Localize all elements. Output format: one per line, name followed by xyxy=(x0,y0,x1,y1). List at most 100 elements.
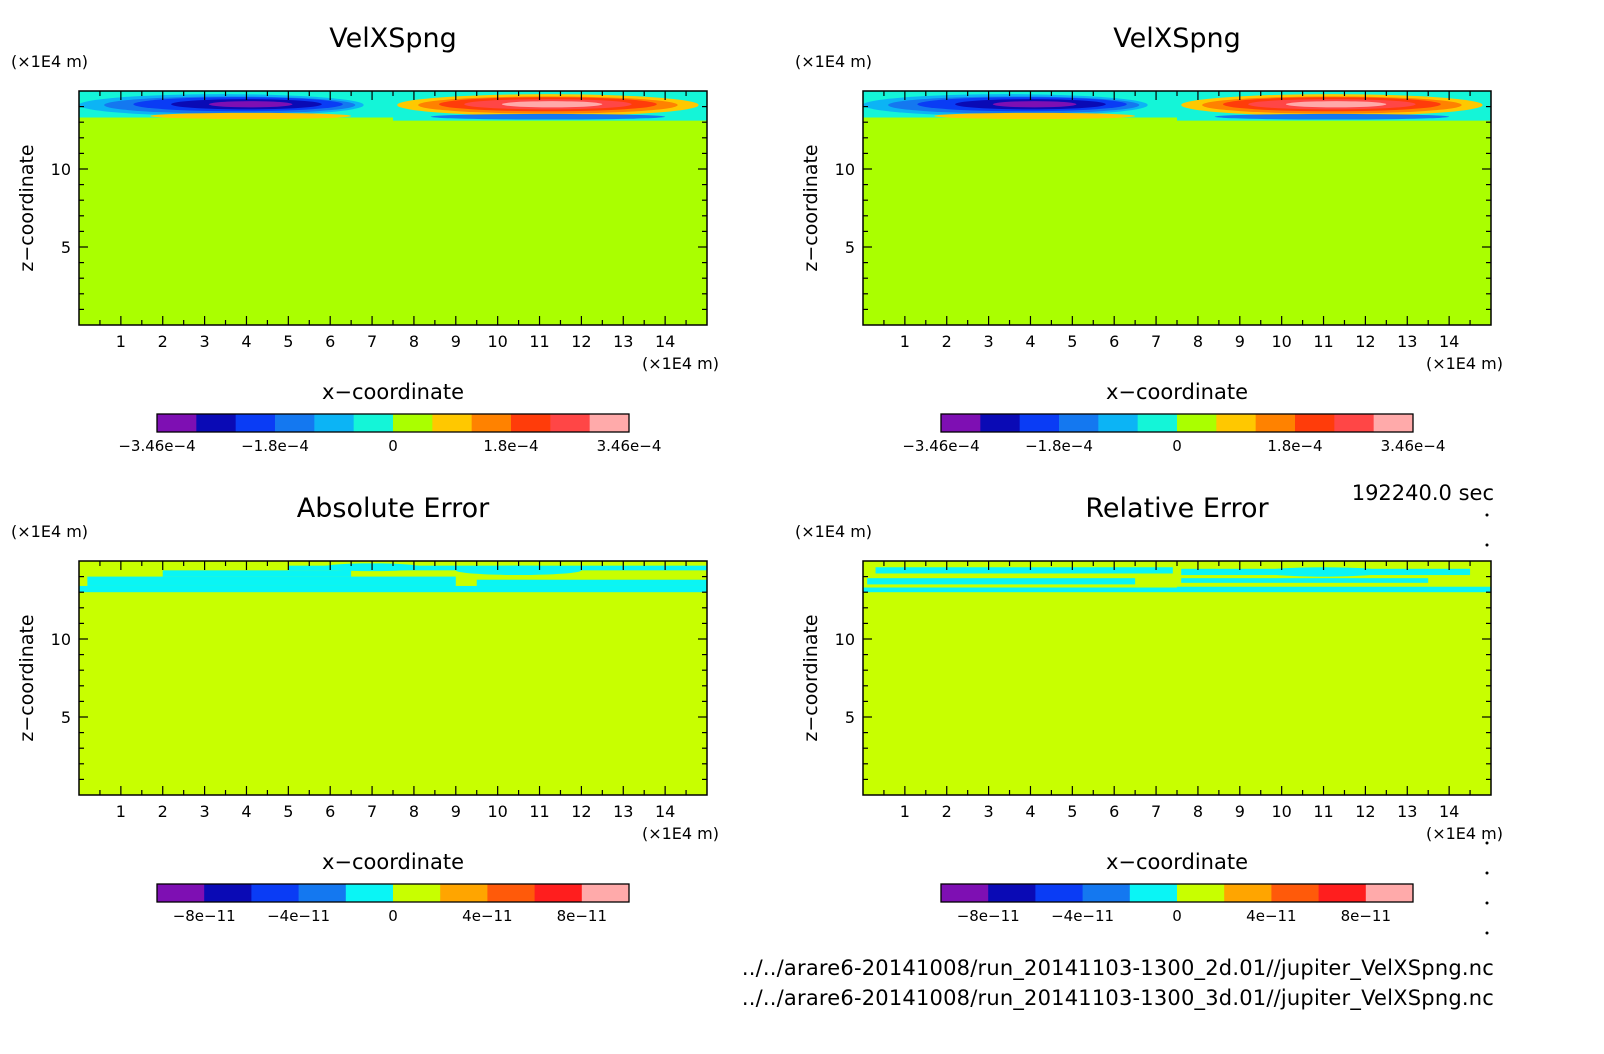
colorbar-tick-label: 3.46e−4 xyxy=(597,437,662,455)
x-tick-label: 5 xyxy=(1067,802,1077,821)
x-tick-label: 6 xyxy=(325,802,335,821)
x-tick-label: 11 xyxy=(529,802,549,821)
x-tick-label: 7 xyxy=(367,332,377,351)
colorbar-tick-label: −1.8e−4 xyxy=(1025,437,1093,455)
x-tick-label: 12 xyxy=(571,332,591,351)
colorbar-swatch xyxy=(1255,414,1296,432)
x-tick-label: 8 xyxy=(409,802,419,821)
colorbar-swatch xyxy=(534,884,583,902)
pos-anomaly-underside xyxy=(430,113,666,120)
margin-dot xyxy=(1485,931,1489,935)
x-tick-label: 1 xyxy=(900,802,910,821)
error-band-3 xyxy=(867,578,1136,585)
x-tick-label: 9 xyxy=(1235,802,1245,821)
x-tick-label: 14 xyxy=(1439,802,1459,821)
colorbar-swatch xyxy=(345,884,394,902)
colorbar-swatch xyxy=(471,414,512,432)
colorbar-frame xyxy=(940,413,1414,433)
field-background xyxy=(863,91,1491,325)
neg-anomaly-core xyxy=(208,101,293,108)
colorbar: −3.46e−4 −1.8e−4 0 1.8e−4 3.46e−4 xyxy=(902,413,1446,455)
x-tick-label: 8 xyxy=(1193,332,1203,351)
x-tick-label: 11 xyxy=(1313,802,1333,821)
y-unit-label: (×1E4 m) xyxy=(11,522,88,541)
colorbar-swatch xyxy=(1373,414,1414,432)
x-tick-label: 7 xyxy=(1151,332,1161,351)
colorbar-swatch xyxy=(589,414,630,432)
colorbar-swatch xyxy=(1059,414,1099,432)
colorbar-tick-label: 3.46e−4 xyxy=(1381,437,1446,455)
elapsed-time-label: 192240.0 sec xyxy=(1351,481,1494,505)
x-unit-label: (×1E4 m) xyxy=(1426,824,1503,843)
colorbar-swatch xyxy=(1318,884,1367,902)
error-band-5 xyxy=(1181,578,1429,583)
colorbar-frame xyxy=(156,883,630,903)
x-axis-label: x−coordinate xyxy=(322,850,464,874)
colorbar-tick-label: 1.8e−4 xyxy=(483,437,538,455)
margin-dot xyxy=(1485,543,1489,547)
colorbar-tick-label: 1.8e−4 xyxy=(1267,437,1322,455)
colorbar-swatch xyxy=(511,414,551,432)
x-tick-label: 6 xyxy=(1109,802,1119,821)
y-axis-label: z−coordinate xyxy=(16,144,38,271)
y-tick-label: 5 xyxy=(845,238,855,257)
colorbar-swatch xyxy=(941,414,981,432)
y-tick-label: 5 xyxy=(61,708,71,727)
x-unit-label: (×1E4 m) xyxy=(642,354,719,373)
x-tick-label: 14 xyxy=(655,332,675,351)
y-tick-label: 10 xyxy=(835,160,855,179)
x-tick-label: 1 xyxy=(116,802,126,821)
x-tick-label: 14 xyxy=(1439,332,1459,351)
colorbar-swatch xyxy=(550,414,591,432)
x-tick-label: 1 xyxy=(900,332,910,351)
chart-title: VelXSpng xyxy=(1113,23,1241,54)
colorbar-tick-label: 8e−11 xyxy=(557,907,607,925)
heatmap-field xyxy=(863,561,1491,795)
colorbar-swatch xyxy=(432,414,473,432)
x-tick-label: 11 xyxy=(1313,332,1333,351)
colorbar-swatch xyxy=(204,884,252,902)
margin-dot xyxy=(1485,841,1489,845)
x-tick-label: 1 xyxy=(116,332,126,351)
x-tick-label: 11 xyxy=(529,332,549,351)
error-band-5 xyxy=(476,579,707,586)
colorbar-tick-label: 4e−11 xyxy=(462,907,512,925)
neg-anomaly-underside xyxy=(150,112,352,120)
colorbar-frame xyxy=(940,883,1414,903)
x-tick-label: 4 xyxy=(241,802,251,821)
x-tick-label: 2 xyxy=(942,332,952,351)
x-tick-label: 9 xyxy=(451,332,461,351)
pos-anomaly-core xyxy=(1285,101,1387,108)
y-tick-label: 5 xyxy=(61,238,71,257)
heatmap-field xyxy=(79,561,707,795)
colorbar-tick-label: 0 xyxy=(1172,437,1182,455)
colorbar-swatch xyxy=(1035,884,1084,902)
x-tick-label: 8 xyxy=(1193,802,1203,821)
x-tick-label: 13 xyxy=(1397,802,1417,821)
neg-anomaly-core xyxy=(992,101,1077,108)
x-tick-label: 4 xyxy=(1025,332,1035,351)
file-path-1: ../../arare6-20141008/run_20141103-1300_… xyxy=(741,956,1494,980)
field-background xyxy=(79,91,707,325)
colorbar-swatch xyxy=(298,884,347,902)
pos-anomaly-core xyxy=(501,101,603,108)
x-tick-label: 8 xyxy=(409,332,419,351)
y-tick-label: 10 xyxy=(51,630,71,649)
chart-title: VelXSpng xyxy=(329,23,457,54)
x-tick-label: 6 xyxy=(1109,332,1119,351)
x-tick-label: 2 xyxy=(158,802,168,821)
colorbar-swatch xyxy=(1098,414,1139,432)
y-axis-label: z−coordinate xyxy=(16,614,38,741)
colorbar-swatch xyxy=(1082,884,1131,902)
colorbar-swatch xyxy=(393,884,441,902)
x-axis-label: x−coordinate xyxy=(322,380,464,404)
x-tick-label: 3 xyxy=(984,802,994,821)
x-tick-label: 9 xyxy=(1235,332,1245,351)
y-tick-label: 10 xyxy=(51,160,71,179)
x-unit-label: (×1E4 m) xyxy=(1426,354,1503,373)
colorbar-frame xyxy=(156,413,630,433)
colorbar-swatch xyxy=(581,884,630,902)
